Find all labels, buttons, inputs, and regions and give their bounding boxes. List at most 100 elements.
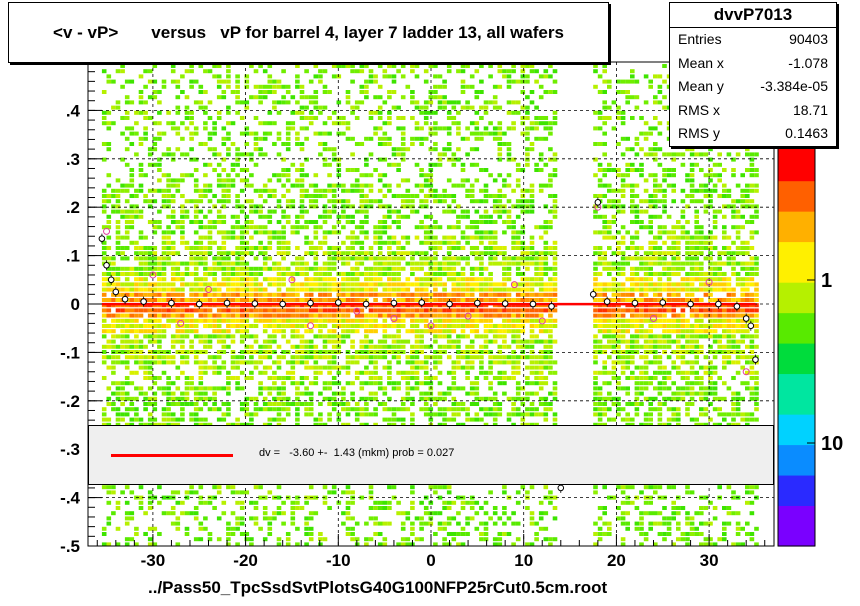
heatmap-cell bbox=[180, 313, 185, 318]
heatmap-cell bbox=[442, 324, 447, 328]
heatmap-cell bbox=[607, 188, 612, 193]
heatmap-cell bbox=[203, 105, 208, 110]
heatmap-cell bbox=[350, 355, 355, 360]
heatmap-cell bbox=[290, 402, 296, 406]
heatmap-cell bbox=[170, 422, 176, 427]
heatmap-cell bbox=[267, 334, 273, 339]
heatmap-cell bbox=[244, 220, 250, 224]
heatmap-cell bbox=[170, 298, 176, 302]
heatmap-cell bbox=[308, 396, 314, 401]
heatmap-cell bbox=[101, 69, 107, 74]
heatmap-cell bbox=[106, 74, 112, 79]
heatmap-cell bbox=[189, 136, 194, 141]
heatmap-cell bbox=[143, 324, 148, 328]
heatmap-cell bbox=[318, 329, 323, 334]
heatmap-cell bbox=[602, 131, 607, 136]
heatmap-cell bbox=[322, 251, 328, 256]
heatmap-cell bbox=[515, 162, 521, 167]
heatmap-cell bbox=[193, 79, 199, 84]
heatmap-cell bbox=[216, 110, 222, 115]
heatmap-cell bbox=[101, 344, 107, 349]
heatmap-cell bbox=[235, 272, 240, 276]
heatmap-cell bbox=[239, 422, 245, 427]
heatmap-cell bbox=[249, 370, 254, 375]
heatmap-cell bbox=[368, 246, 374, 250]
heatmap-cell bbox=[138, 246, 144, 250]
heatmap-cell bbox=[193, 391, 199, 396]
heatmap-cell bbox=[249, 287, 254, 292]
heatmap-cell bbox=[272, 407, 277, 412]
heatmap-cell bbox=[548, 355, 553, 360]
heatmap-cell bbox=[368, 516, 374, 521]
heatmap-cell bbox=[593, 402, 598, 406]
heatmap-cell bbox=[451, 157, 457, 162]
heatmap-cell bbox=[318, 370, 323, 375]
heatmap-cell bbox=[203, 261, 208, 266]
heatmap-cell bbox=[428, 407, 434, 412]
heatmap-cell bbox=[354, 308, 360, 313]
heatmap-cell bbox=[147, 69, 153, 74]
heatmap-cell bbox=[304, 126, 309, 131]
heatmap-cell bbox=[138, 391, 144, 396]
heatmap-cell bbox=[391, 412, 397, 417]
heatmap-cell bbox=[143, 199, 148, 204]
heatmap-cell bbox=[515, 370, 521, 375]
heatmap-cell bbox=[235, 173, 240, 178]
heatmap-cell bbox=[506, 256, 512, 261]
heatmap-cell bbox=[249, 412, 254, 417]
heatmap-cell bbox=[281, 350, 286, 354]
heatmap-cell bbox=[405, 298, 411, 302]
heatmap-cell bbox=[161, 355, 167, 360]
heatmap-cell bbox=[474, 147, 480, 152]
heatmap-cell bbox=[239, 266, 245, 271]
heatmap-cell bbox=[138, 209, 144, 214]
heatmap-cell bbox=[267, 266, 273, 271]
heatmap-cell bbox=[483, 376, 489, 380]
heatmap-cell bbox=[428, 417, 434, 422]
heatmap-cell bbox=[129, 178, 135, 183]
heatmap-cell bbox=[281, 209, 286, 214]
heatmap-cell bbox=[193, 537, 199, 542]
heatmap-cell bbox=[166, 402, 171, 406]
heatmap-cell bbox=[373, 261, 378, 266]
heatmap-cell bbox=[299, 381, 305, 386]
heatmap-cell bbox=[552, 168, 558, 172]
heatmap-cell bbox=[373, 256, 378, 261]
heatmap-cell bbox=[492, 298, 498, 302]
heatmap-cell bbox=[336, 365, 342, 370]
heatmap-cell bbox=[189, 318, 194, 323]
heatmap-cell bbox=[106, 173, 112, 178]
heatmap-cell bbox=[170, 412, 176, 417]
heatmap-cell bbox=[525, 79, 530, 84]
heatmap-cell bbox=[235, 246, 240, 250]
heatmap-cell bbox=[377, 126, 383, 131]
heatmap-cell bbox=[124, 334, 130, 339]
heatmap-cell bbox=[308, 292, 314, 297]
heatmap-cell bbox=[405, 381, 411, 386]
heatmap-cell bbox=[387, 282, 392, 287]
heatmap-cell bbox=[207, 308, 213, 313]
heatmap-cell bbox=[313, 287, 319, 292]
heatmap-cell bbox=[175, 266, 181, 271]
heatmap-cell bbox=[152, 313, 158, 318]
heatmap-cell bbox=[391, 344, 397, 349]
heatmap-cell bbox=[502, 298, 507, 302]
heatmap-cell bbox=[203, 194, 208, 198]
heatmap-cell bbox=[327, 396, 332, 401]
heatmap-cell bbox=[465, 391, 470, 396]
heatmap-cell bbox=[331, 256, 337, 261]
heatmap-cell bbox=[336, 318, 342, 323]
heatmap-cell bbox=[299, 272, 305, 276]
heatmap-cell bbox=[373, 407, 378, 412]
heatmap-cell bbox=[244, 329, 250, 334]
heatmap-cell bbox=[304, 542, 309, 547]
heatmap-cell bbox=[101, 225, 107, 230]
heatmap-cell bbox=[115, 381, 121, 386]
heatmap-cell bbox=[387, 500, 392, 505]
heatmap-cell bbox=[597, 370, 603, 375]
heatmap-cell bbox=[170, 194, 176, 198]
heatmap-cell bbox=[465, 152, 470, 157]
heatmap-cell bbox=[198, 261, 204, 266]
heatmap-cell bbox=[295, 282, 300, 287]
heatmap-cell bbox=[327, 90, 332, 94]
